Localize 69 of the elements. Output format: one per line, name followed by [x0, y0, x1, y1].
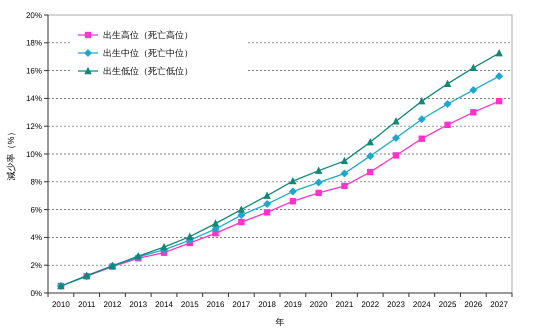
- point: [470, 64, 478, 72]
- point: [495, 49, 503, 56]
- x-tick-label: 2019: [284, 300, 302, 309]
- point: [288, 188, 297, 196]
- point: [314, 178, 323, 186]
- point: [160, 242, 168, 250]
- point: [470, 109, 477, 116]
- x-tick-label: 2021: [336, 300, 354, 309]
- point: [290, 198, 296, 204]
- point: [392, 152, 400, 159]
- point: [314, 166, 322, 174]
- y-axis-title: 減少率（%）: [6, 127, 16, 181]
- point: [341, 182, 348, 190]
- point: [392, 117, 400, 125]
- x-tick-label: 2015: [180, 300, 200, 309]
- point: [366, 138, 374, 146]
- x-tick-label: 2026: [464, 300, 483, 309]
- point: [340, 169, 348, 178]
- point: [315, 190, 322, 196]
- point: [186, 232, 194, 240]
- y-tick-label: 6%: [30, 205, 42, 214]
- point: [496, 98, 502, 104]
- x-tick-label: 2020: [310, 300, 328, 309]
- point: [444, 122, 451, 128]
- x-tick-label: 2010: [52, 300, 70, 309]
- point: [367, 168, 374, 176]
- y-tick-label: 8%: [30, 178, 42, 187]
- x-tick-label: 2011: [78, 300, 96, 309]
- legend-label: 出生低位（死亡低位）: [103, 66, 193, 76]
- x-tick-label: 2023: [387, 300, 406, 309]
- y-tick-label: 20%: [26, 10, 42, 20]
- point: [289, 176, 297, 184]
- x-tick-label: 2013: [129, 300, 148, 309]
- point: [392, 134, 400, 142]
- point: [495, 72, 504, 80]
- point: [469, 86, 478, 94]
- point: [418, 136, 425, 142]
- point: [238, 205, 246, 213]
- x-tick-label: 2012: [104, 300, 122, 309]
- x-tick-label: 2025: [438, 300, 458, 309]
- point: [263, 192, 271, 199]
- x-axis-title: 年: [276, 317, 284, 327]
- x-tick-label: 2016: [206, 300, 226, 309]
- y-tick-label: 2%: [30, 261, 42, 270]
- x-tick-label: 2024: [412, 300, 432, 309]
- point: [366, 152, 374, 160]
- point: [212, 219, 220, 227]
- x-tick-label: 2018: [258, 300, 277, 309]
- y-tick-label: 10%: [26, 150, 42, 159]
- y-tick-label: 18%: [26, 38, 42, 48]
- point: [238, 218, 245, 226]
- point: [340, 156, 348, 164]
- point: [264, 209, 270, 216]
- y-tick-label: 14%: [26, 94, 42, 104]
- legend-label: 出生高位（死亡高位）: [103, 30, 193, 40]
- y-tick-label: 4%: [30, 233, 42, 242]
- x-tick-label: 2017: [232, 300, 251, 309]
- legend-label: 出生中位（死亡中位）: [103, 48, 193, 58]
- x-tick-label: 2022: [361, 300, 380, 309]
- y-tick-label: 0%: [30, 288, 42, 298]
- point: [444, 80, 452, 88]
- point: [263, 200, 272, 208]
- point: [418, 96, 426, 104]
- y-tick-label: 16%: [26, 66, 42, 76]
- point: [418, 115, 426, 124]
- y-tick-label: 12%: [26, 122, 42, 131]
- x-tick-label: 2027: [490, 300, 509, 309]
- point: [444, 100, 452, 108]
- x-tick-label: 2014: [155, 300, 174, 309]
